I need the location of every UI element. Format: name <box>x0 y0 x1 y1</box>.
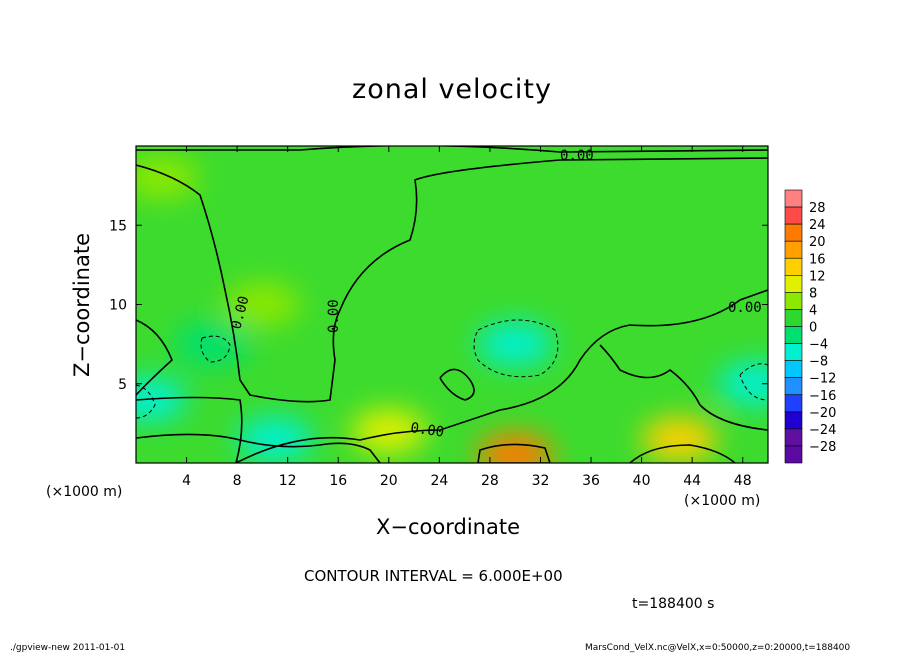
field-blob <box>237 417 314 462</box>
chart-title: zonal velocity <box>352 74 552 105</box>
zero-contour <box>439 368 475 401</box>
contour-label: 0.00 <box>560 148 594 164</box>
colorbar-label: −4 <box>809 338 828 353</box>
colorbar-swatch <box>784 445 803 464</box>
x-axis-label: X−coordinate <box>376 515 520 539</box>
colorbar-swatch <box>784 411 803 430</box>
zero-contour <box>136 319 173 396</box>
colorbar-label: 20 <box>809 235 826 250</box>
zero-contour <box>136 433 381 463</box>
neg-contour <box>473 319 559 378</box>
field-blob <box>173 322 250 367</box>
field-blob <box>641 417 718 462</box>
colorbar-swatch <box>784 428 803 447</box>
colorbar-label: 16 <box>809 252 826 267</box>
y-tick-label: 15 <box>109 218 127 234</box>
time-label: t=188400 s <box>632 596 715 612</box>
zero-contour <box>629 444 736 463</box>
contour-label: 0.00 <box>728 300 762 316</box>
colorbar-label: 28 <box>809 201 826 216</box>
footer-left: ./gpview-new 2011-01-01 <box>10 643 126 653</box>
colorbar-label: 24 <box>809 218 826 233</box>
zero-contour <box>477 443 551 463</box>
field-blob <box>350 409 427 454</box>
x-tick-label: 20 <box>380 473 398 489</box>
colorbar-label: 12 <box>809 269 826 284</box>
footer-right: MarsCond_VelX.nc@VelX,x=0:50000,z=0:2000… <box>585 643 851 653</box>
contour-label: 0.00 <box>326 299 342 333</box>
x-tick-label: 24 <box>430 473 448 489</box>
colorbar-swatch <box>784 343 803 361</box>
colorbar-label: −16 <box>809 389 836 404</box>
x-unit-label-right: (×1000 m) <box>684 493 761 509</box>
colorbar-label: −20 <box>809 406 836 421</box>
x-tick-label: 4 <box>182 473 191 489</box>
field-blob <box>717 361 768 406</box>
colorbar-swatch <box>784 309 803 327</box>
contour-label: 0.00 <box>409 420 445 441</box>
colorbar-swatch <box>784 377 803 396</box>
zero-contour <box>599 344 768 431</box>
x-tick-label: 12 <box>279 473 297 489</box>
contour-lines <box>136 146 768 463</box>
colorbar-label: −12 <box>809 372 836 387</box>
field-blob <box>224 282 301 327</box>
field-blob <box>136 377 187 422</box>
x-tick-label: 36 <box>582 473 600 489</box>
neg-contour <box>136 384 156 419</box>
field-blob <box>136 155 200 200</box>
x-unit-label: (×1000 m) <box>46 484 123 500</box>
zero-contour <box>136 396 243 463</box>
colorbar-swatch <box>784 292 803 310</box>
colorbar-swatch <box>784 326 803 344</box>
x-tick-label: 48 <box>734 473 752 489</box>
contour-interval-text: CONTOUR INTERVAL = 6.000E+00 <box>304 567 563 585</box>
x-tick-label: 32 <box>532 473 550 489</box>
colorbar-swatch <box>784 206 803 225</box>
x-tick-label: 40 <box>633 473 651 489</box>
colorbar-label: −24 <box>809 423 836 438</box>
neg-contour <box>739 363 768 401</box>
neg-contour <box>200 335 231 363</box>
colorbar-label: 8 <box>809 286 817 301</box>
y-tick-label: 5 <box>118 377 127 393</box>
colorbar-swatch <box>784 360 803 378</box>
x-tick-label: 8 <box>233 473 242 489</box>
x-tick-label: 16 <box>329 473 347 489</box>
zero-contour <box>235 289 768 463</box>
colorbar-label: −8 <box>809 355 828 370</box>
colorbar-swatch <box>784 189 803 208</box>
zero-contour <box>136 157 768 403</box>
colorbar-label: 0 <box>809 321 817 336</box>
x-tick-label: 28 <box>481 473 499 489</box>
colorbar-label: 4 <box>809 303 817 318</box>
colorbar-swatch <box>784 275 803 293</box>
colorbar-label: −28 <box>809 440 836 455</box>
x-tick-label: 44 <box>683 473 701 489</box>
y-axis-label: Z−coordinate <box>70 233 94 377</box>
field-blob <box>477 433 554 463</box>
colorbar-swatch <box>784 394 803 413</box>
field-blob <box>477 322 554 367</box>
colorbar-swatch <box>784 257 803 276</box>
colorbar-swatch <box>784 240 803 259</box>
y-tick-label: 10 <box>109 298 127 314</box>
zero-contour <box>136 146 768 153</box>
colorbar-swatch <box>784 223 803 242</box>
velocity-field <box>136 146 768 463</box>
